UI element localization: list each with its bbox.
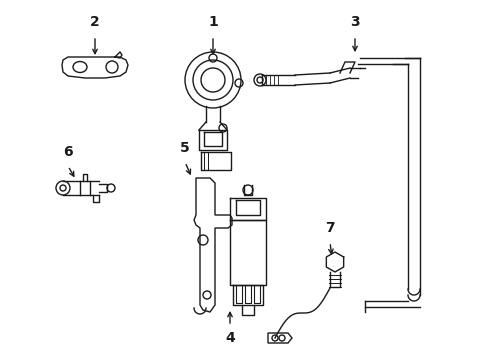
Text: 4: 4	[225, 331, 235, 345]
Text: 7: 7	[325, 221, 335, 235]
Text: 5: 5	[180, 141, 190, 155]
Text: 6: 6	[63, 145, 73, 159]
Text: 3: 3	[350, 15, 360, 29]
Text: 2: 2	[90, 15, 100, 29]
Text: 1: 1	[208, 15, 218, 29]
